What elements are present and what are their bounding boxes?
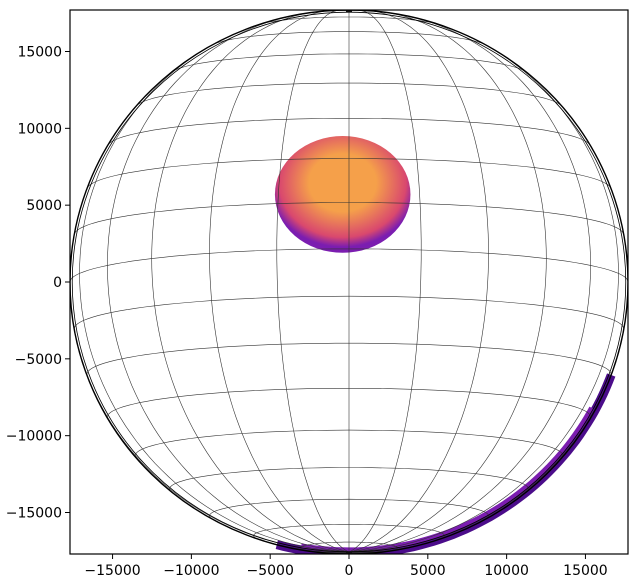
meridian-line	[70, 244, 350, 553]
meridian-line	[348, 244, 628, 553]
heat-blob-shape	[274, 136, 411, 253]
meridian-line	[348, 28, 619, 553]
meridian-line	[79, 28, 350, 553]
x-tick-label: 5000	[410, 563, 446, 579]
x-axis: −15000 −10000 −5000 0 5000 10000 15000	[84, 554, 608, 579]
meridian-line	[348, 11, 547, 553]
meridian-line	[107, 14, 350, 553]
y-tick-label: 0	[53, 275, 62, 291]
meridian-line	[348, 14, 591, 553]
x-tick-label: 0	[345, 563, 354, 579]
x-tick-label: 15000	[563, 563, 608, 579]
meridian-line	[276, 10, 350, 553]
meridian-line	[209, 10, 350, 553]
rim-band	[300, 406, 594, 553]
y-tick-label: 15000	[17, 44, 62, 60]
graticule	[70, 10, 628, 554]
y-tick-label: −10000	[6, 429, 62, 445]
x-tick-label: −10000	[163, 563, 219, 579]
sphere-outline	[71, 11, 627, 553]
y-axis: 15000 10000 5000 0 −5000 −10000 −15000	[6, 44, 70, 522]
meridian-line	[151, 11, 350, 553]
rim-band	[275, 373, 616, 554]
x-tick-label: 10000	[484, 563, 529, 579]
heat-blob	[274, 136, 411, 253]
y-tick-label: −5000	[15, 352, 62, 368]
plot-area	[70, 10, 628, 554]
y-tick-label: 10000	[17, 121, 62, 137]
meridian-line	[348, 10, 422, 553]
x-tick-label: −5000	[247, 563, 294, 579]
purple-rim	[275, 373, 616, 554]
y-tick-label: 5000	[26, 198, 62, 214]
meridian-line	[348, 10, 489, 553]
y-tick-label: −15000	[6, 506, 62, 522]
x-tick-label: −15000	[84, 563, 140, 579]
